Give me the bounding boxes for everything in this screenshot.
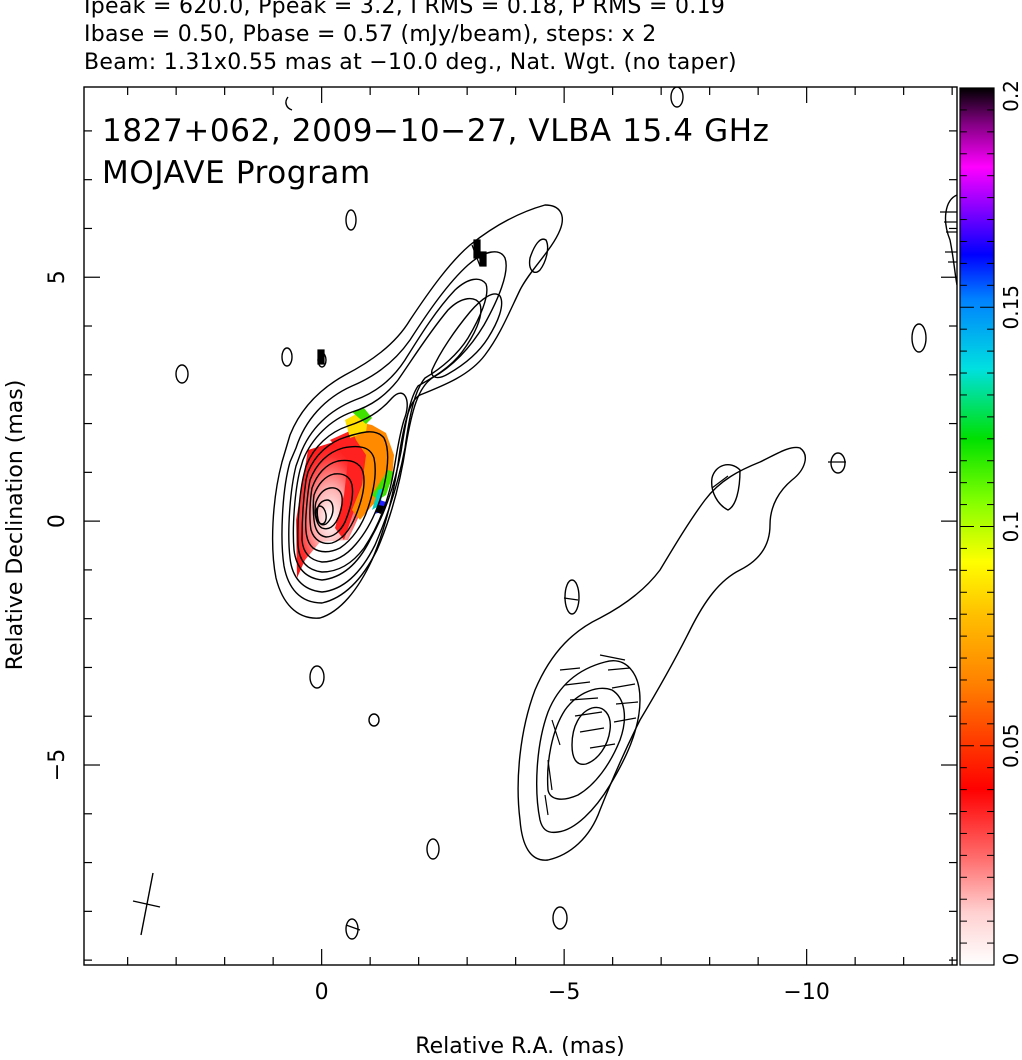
contour-blob-13 [830,452,846,474]
contour-blob-9 [552,906,568,930]
contour-level-9 [312,473,354,538]
beam-minor-axis [132,900,161,908]
contour-level-5 [297,392,408,573]
plot-frame [83,86,958,966]
colorbar-ticks: 0 0.05 0.1 0.15 0.2 [960,80,1022,966]
fractional-polarization-map [296,408,394,578]
colorbar-tick-label: 0.15 [999,285,1022,330]
contour-blob-7 [426,838,440,860]
contour-blob-12 [911,323,927,353]
contour-blob-1 [345,209,357,231]
y-axis-ticks: −5 0 5 [45,130,957,961]
y-tick-label: −5 [45,749,70,781]
y-tick-label: 5 [45,270,70,284]
x-tick-label: −5 [548,980,580,1005]
contour-blob-5 [309,665,325,689]
contour-level-4 [292,297,482,581]
total-intensity-contours [175,87,957,940]
contour-blob-10 [564,579,580,615]
contour-blob-14 [944,194,957,286]
contour-sw-level-2 [536,660,641,834]
contour-sw-outer [517,446,806,861]
header-line-3: Beam: 1.31x0.55 mas at −10.0 deg., Nat. … [84,50,737,75]
colorbar-tick-label: 0.1 [999,511,1022,543]
evpa-vectors [317,211,957,931]
contour-level-6 [301,431,389,563]
header-line-2: Ibase = 0.50, Pbase = 0.57 (mJy/beam), s… [84,22,657,47]
colorbar-tick-label: 0.2 [999,80,1022,112]
contour-level-8 [309,459,365,545]
contour-level-3 [288,278,488,593]
contour-blob-2 [281,347,293,367]
chart-subtitle: MOJAVE Program [102,155,371,191]
x-axis-label: Relative R.A. (mas) [415,1034,624,1059]
polarization-patch-red [330,428,368,540]
chart-title: 1827+062, 2009−10−27, VLBA 15.4 GHz [102,113,769,149]
contour-blob-15 [285,96,293,111]
contour-level-10 [314,487,343,530]
contour-blob-4 [175,364,189,384]
colorbar-tick-label: 0 [999,953,1022,966]
contour-level-11 [316,499,334,526]
header-line-1: Ipeak = 620.0, Ppeak = 3.2, I RMS = 0.18… [84,0,726,19]
contour-level-7 [304,445,376,553]
polarization-patch-orange [348,420,394,520]
x-tick-label: 0 [315,980,329,1005]
y-axis-label: Relative Declination (mas) [3,380,28,671]
contour-outer-jet [271,204,563,619]
contour-sw-level-3 [546,687,626,800]
y-tick-label: 0 [45,514,70,528]
x-axis-ticks: 0 −5 −10 [127,87,953,1005]
contour-sw-tail [711,464,741,511]
polarization-patch-cyan [372,488,384,510]
contour-jet-inner-a [431,293,503,379]
beam-indicator [132,872,161,936]
contour-blob-11 [670,87,684,108]
contour-blob-6 [368,713,380,727]
contour-sw-level-4 [571,706,611,765]
contour-jet-inner-b [528,238,549,274]
colorbar-tick-label: 0.05 [999,723,1022,768]
x-tick-label: −10 [783,980,829,1005]
contour-core-peak [315,505,327,525]
